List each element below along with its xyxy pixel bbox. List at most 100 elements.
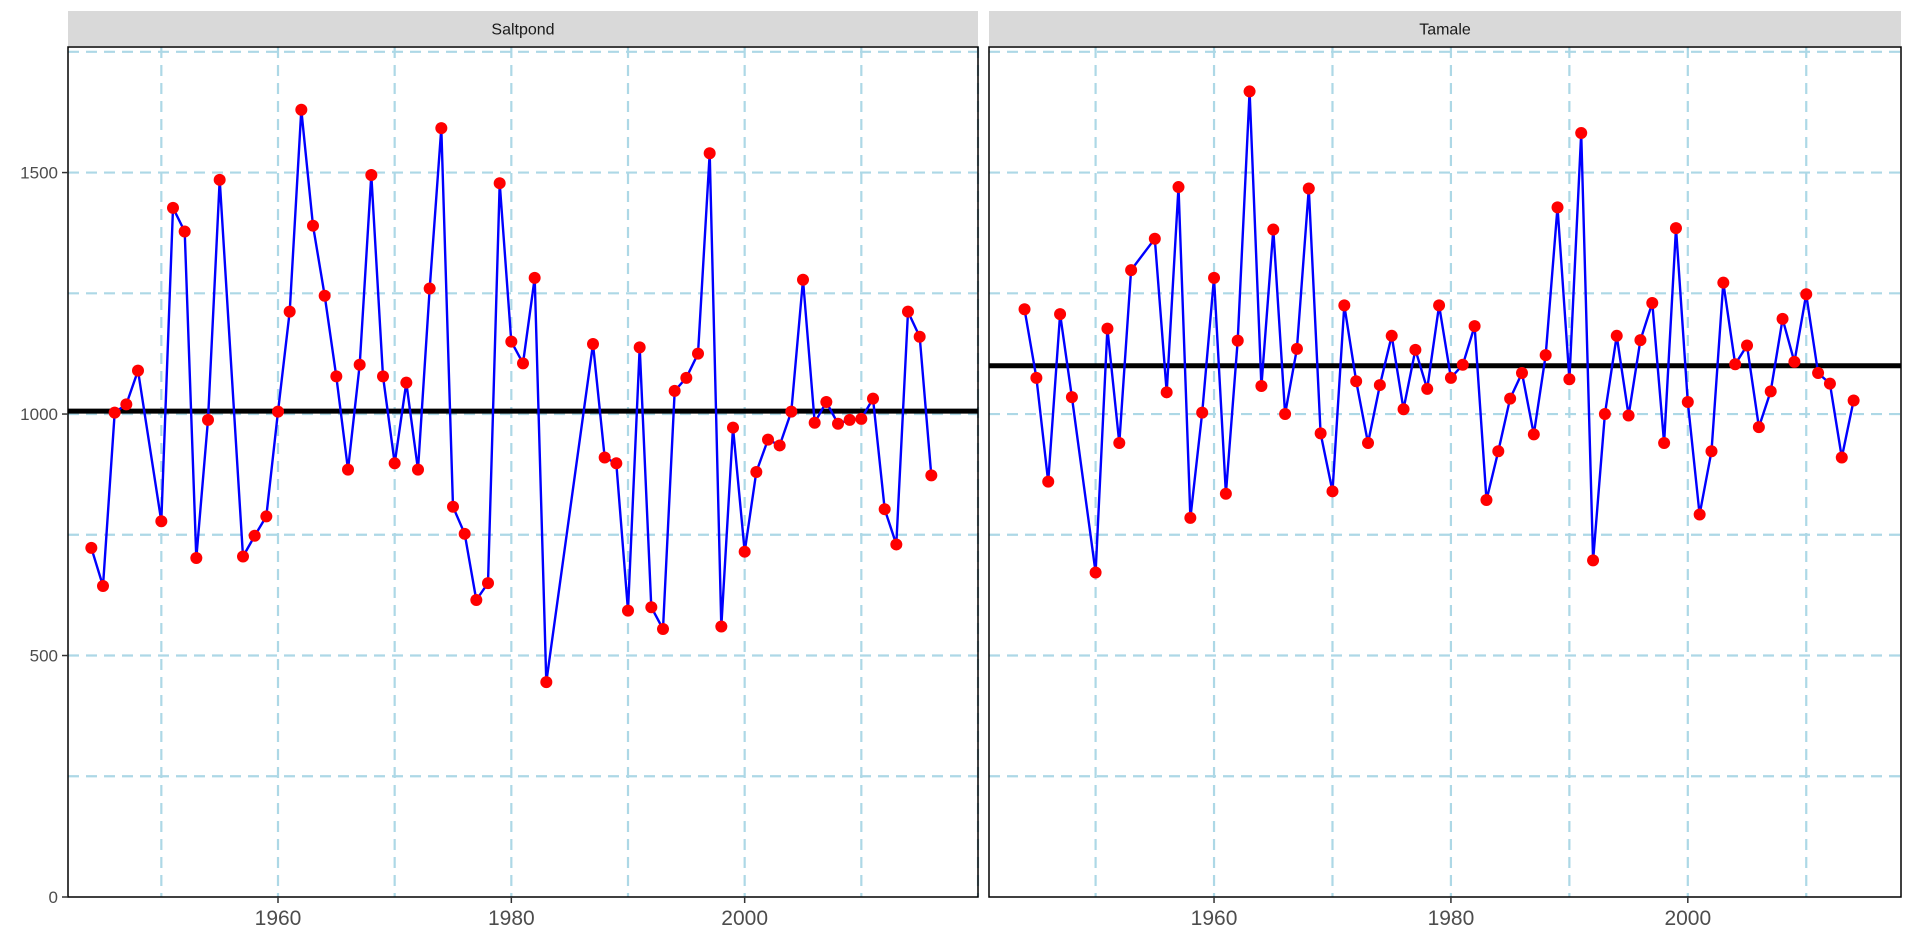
data-point: [913, 330, 926, 343]
data-point: [692, 347, 704, 360]
data-point: [458, 527, 471, 540]
data-point: [353, 358, 366, 371]
data-point: [272, 405, 284, 418]
data-point: [237, 550, 249, 563]
y-tick-label: 1000: [20, 405, 58, 424]
data-point: [1551, 201, 1564, 214]
panel-border: [67, 46, 979, 898]
data-point: [190, 551, 203, 564]
data-point: [1598, 408, 1611, 421]
data-point: [295, 103, 308, 116]
data-point: [1350, 375, 1363, 388]
data-point: [1539, 349, 1552, 362]
data-point: [1563, 373, 1576, 386]
data-point: [680, 371, 693, 384]
data-point: [1373, 379, 1386, 392]
data-point: [1113, 437, 1126, 450]
data-point: [540, 676, 553, 689]
data-point: [1255, 380, 1268, 393]
data-point: [1042, 475, 1055, 488]
x-tick-label: 1960: [1191, 907, 1238, 930]
data-point: [785, 405, 798, 418]
data-point: [1717, 276, 1730, 289]
y-tick-label: 0: [49, 888, 58, 907]
data-point: [1279, 408, 1292, 421]
data-point: [925, 469, 938, 482]
data-point: [1065, 391, 1078, 404]
data-point: [1504, 392, 1517, 405]
data-point: [587, 338, 599, 351]
data-point: [365, 168, 378, 181]
data-point: [307, 219, 319, 232]
data-point: [493, 177, 506, 190]
x-tick-label: 2000: [721, 907, 768, 930]
data-point: [412, 463, 424, 476]
data-point: [470, 593, 483, 606]
data-point: [703, 147, 716, 160]
data-point: [715, 620, 728, 633]
data-point: [505, 335, 518, 348]
data-point: [1847, 394, 1860, 407]
data-point: [1515, 366, 1528, 379]
data-point: [1397, 403, 1410, 416]
data-point: [260, 510, 273, 523]
data-point: [657, 622, 669, 635]
data-point: [517, 357, 529, 370]
data-point: [855, 412, 868, 425]
data-point: [1409, 343, 1422, 356]
facet-strip-label: Saltpond: [491, 22, 554, 39]
data-point: [1184, 511, 1197, 524]
data-point: [750, 466, 763, 478]
data-point: [97, 579, 109, 592]
data-point: [132, 364, 144, 377]
data-point: [1634, 334, 1647, 347]
data-point: [668, 384, 681, 397]
data-point: [377, 370, 389, 383]
data-point: [832, 417, 844, 430]
data-point: [1456, 358, 1469, 371]
data-point: [727, 421, 739, 434]
data-point: [1575, 126, 1588, 139]
data-point: [1160, 386, 1173, 399]
data-point: [878, 503, 891, 516]
data-point: [843, 413, 856, 426]
data-point: [1030, 371, 1043, 384]
data-point: [1421, 382, 1434, 395]
data-point: [1835, 451, 1848, 464]
data-point: [342, 463, 354, 476]
data-point: [1219, 487, 1232, 500]
data-point: [610, 457, 623, 470]
data-point: [1610, 329, 1623, 342]
data-point: [622, 604, 634, 617]
data-point: [178, 225, 191, 238]
data-point: [1823, 377, 1836, 390]
data-point: [598, 451, 611, 464]
data-point: [1658, 437, 1671, 450]
data-point: [1812, 366, 1825, 379]
data-point: [167, 201, 179, 214]
data-point: [1314, 427, 1327, 440]
data-point: [1669, 222, 1682, 235]
data-point: [1243, 85, 1256, 98]
data-point: [773, 439, 786, 452]
data-point: [435, 122, 448, 135]
data-point: [1267, 223, 1280, 236]
data-point: [1148, 232, 1161, 245]
facet-panel-tamale: Tamale 1960 1980 2000: [988, 11, 1902, 930]
x-tick-label: 1960: [255, 907, 302, 930]
data-point: [447, 500, 459, 513]
data-point: [890, 538, 903, 551]
data-point: [400, 376, 413, 389]
data-point: [1231, 334, 1244, 347]
data-point: [1468, 320, 1481, 333]
data-point: [1741, 339, 1754, 352]
data-point: [1385, 329, 1398, 342]
data-point: [213, 173, 226, 186]
data-point: [1646, 296, 1659, 309]
data-point: [248, 529, 261, 542]
data-point: [1527, 428, 1540, 441]
data-point: [1208, 271, 1221, 284]
data-point: [120, 398, 133, 411]
